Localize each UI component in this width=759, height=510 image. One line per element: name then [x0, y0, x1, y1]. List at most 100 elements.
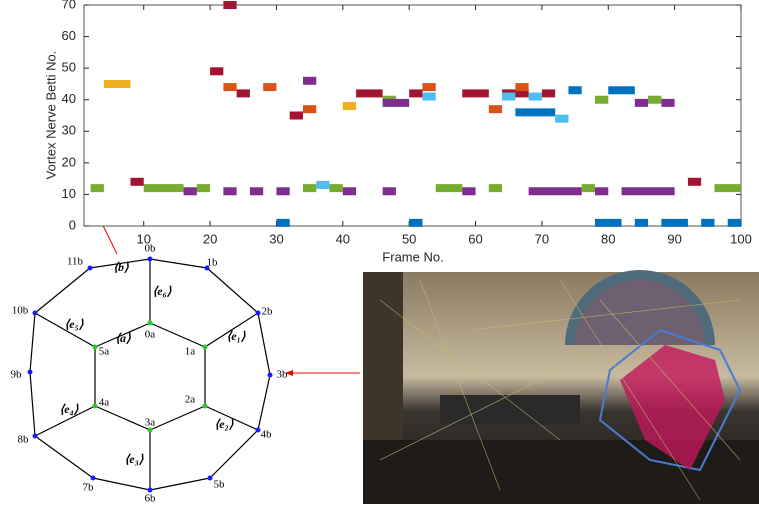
segment — [727, 218, 741, 227]
segment — [196, 184, 211, 193]
x-tick-label: 60 — [468, 231, 482, 246]
segment — [223, 1, 237, 9]
segment — [249, 187, 264, 196]
segment — [528, 92, 542, 101]
segment — [382, 187, 396, 196]
node — [87, 265, 93, 271]
segment — [263, 83, 277, 92]
edge — [92, 477, 151, 491]
segment — [289, 111, 303, 120]
y-tick-label: 60 — [62, 28, 76, 43]
x-tick-label: 40 — [336, 231, 350, 246]
cell-label: ⟨a⟩ — [115, 331, 131, 345]
node — [92, 403, 98, 409]
segment — [183, 187, 197, 196]
segment — [595, 218, 622, 227]
node — [204, 265, 210, 271]
edge — [94, 322, 151, 348]
segment — [462, 187, 476, 196]
node — [147, 487, 153, 493]
node-label: 4a — [99, 397, 110, 409]
segment — [568, 86, 582, 95]
y-tick-label: 10 — [62, 186, 76, 201]
node — [255, 310, 261, 316]
segment — [223, 187, 237, 196]
segment — [276, 218, 290, 227]
segment — [409, 89, 423, 98]
segment — [661, 98, 675, 107]
edge — [94, 405, 151, 431]
y-axis-label: Vortex Nerve Betti No. — [43, 51, 58, 180]
segment — [276, 187, 290, 196]
cell-label: ⟨b⟩ — [113, 260, 129, 274]
edge — [89, 258, 151, 269]
node — [147, 320, 153, 326]
segment — [303, 184, 317, 193]
segment — [687, 177, 702, 186]
x-tick-label: 90 — [667, 231, 681, 246]
segment — [435, 184, 463, 193]
segments — [90, 1, 741, 227]
node — [202, 344, 208, 350]
edge — [204, 405, 259, 431]
segment — [502, 92, 516, 101]
chart: 0 10 20 30 40 50 60 70 10 20 30 40 50 60 70 80 90 100 — [62, 0, 752, 246]
node-label: 5b — [214, 479, 226, 491]
segment — [236, 89, 250, 98]
edge — [29, 371, 36, 437]
y-tick-label: 70 — [62, 0, 76, 11]
segment — [595, 95, 609, 104]
segment — [356, 89, 383, 98]
edge — [257, 374, 271, 431]
node-label: 9b — [11, 369, 23, 381]
node-label: 11b — [67, 256, 84, 268]
cell-label: ⟨e₂⟩ — [215, 417, 234, 431]
segment — [329, 184, 343, 193]
segment — [103, 79, 131, 88]
cell-label: ⟨e₄⟩ — [60, 402, 79, 416]
y-tick-label: 30 — [62, 123, 76, 138]
segment — [130, 177, 144, 186]
x-tick-label: 10 — [136, 231, 150, 246]
y-tick-label: 20 — [62, 154, 76, 169]
segment — [409, 218, 423, 227]
segment — [303, 76, 317, 85]
node-label: 10b — [12, 305, 29, 317]
photo — [363, 270, 759, 504]
edge — [149, 477, 211, 491]
segment — [422, 92, 436, 101]
edge — [34, 405, 96, 437]
node — [90, 475, 96, 481]
segment — [634, 218, 649, 227]
node-label: 1a — [185, 346, 196, 358]
node — [32, 310, 38, 316]
node-label: 2b — [262, 306, 274, 318]
segment — [342, 187, 357, 196]
segment — [515, 83, 529, 92]
segment — [701, 218, 715, 227]
segment — [608, 86, 635, 95]
segment — [488, 105, 503, 114]
y-tick-label: 50 — [62, 60, 76, 75]
segment — [422, 83, 436, 92]
segment — [515, 108, 556, 117]
segment — [210, 67, 224, 76]
diagram: 0b 1b 2b 3b 4b 5b 6b 7b 8b 9b 10b 11b 0a 1a 2a 3a 4a 5a ⟨b… — [11, 243, 289, 505]
node-label: 5a — [99, 346, 110, 358]
segment — [528, 187, 582, 196]
edge — [29, 312, 36, 373]
node — [27, 369, 33, 375]
node-label: 1b — [207, 257, 219, 269]
node-label: 8b — [18, 434, 30, 446]
segment — [462, 89, 489, 98]
y-tick-label: 0 — [69, 217, 76, 232]
segment — [316, 180, 330, 189]
segment — [595, 187, 609, 196]
edge — [34, 267, 91, 314]
node — [202, 403, 208, 409]
node-label: 6b — [145, 493, 157, 505]
segment — [303, 105, 317, 114]
node-label: 0a — [145, 329, 156, 341]
segment — [661, 218, 688, 227]
